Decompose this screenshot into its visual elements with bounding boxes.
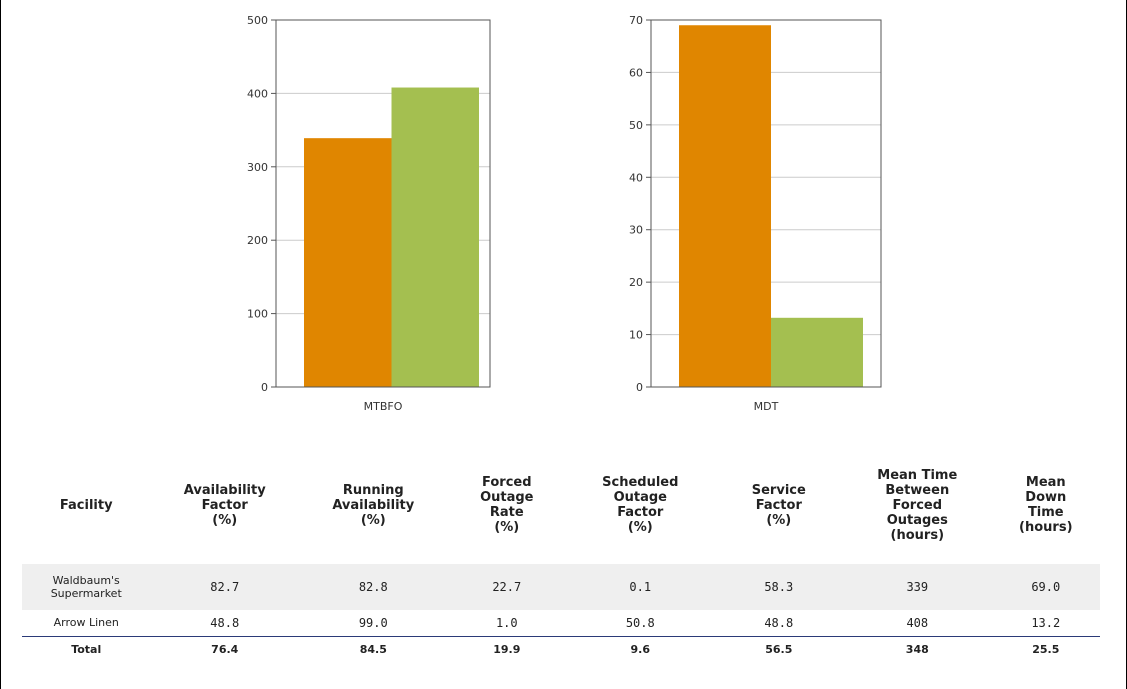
value-cell: 99.0: [299, 610, 448, 637]
mtbfo-plot-frame: [275, 19, 491, 388]
value-cell: 1.0: [447, 610, 566, 637]
header-row: Facility Availability Factor (%) Running Avai…: [22, 446, 1100, 564]
mtbfo-bar-series-1: [304, 138, 392, 387]
mtbfo-y-tick-label: 200: [247, 234, 268, 247]
mtbfo-y-tick-label: 300: [247, 161, 268, 174]
column-header: Facility: [59, 497, 113, 513]
mdt-y-tick-label: 10: [629, 329, 643, 342]
total-value-cell: 56.5: [765, 642, 793, 656]
column-header: Mean Down Time (hours): [1019, 475, 1073, 535]
mtbfo-bar-series-2: [391, 87, 479, 387]
total-label: Total: [71, 642, 102, 656]
value-cell: 48.8: [150, 610, 300, 637]
mdt-x-category-label: MDT: [754, 400, 779, 413]
mdt-bar-series-2: [771, 317, 863, 387]
total-value-cell: 19.9: [493, 642, 521, 656]
value-cell: 82.7: [210, 580, 240, 594]
facility-cell: Waldbaum's Supermarket: [50, 574, 122, 600]
value-cell: 22.7: [492, 580, 522, 594]
column-header: Scheduled Outage Factor (%): [602, 475, 679, 535]
value-cell: 50.8: [566, 610, 715, 637]
value-cell: 58.3: [764, 580, 794, 594]
mtbfo-chart: 0 100 200 300 400 500 MTBFO: [247, 14, 491, 413]
total-value-cell: 348: [905, 642, 929, 656]
total-value-cell: 9.6: [630, 642, 651, 656]
facility-cell: Arrow Linen: [22, 610, 151, 637]
column-header: Running Availability (%): [332, 482, 415, 528]
value-cell: 82.8: [358, 580, 388, 594]
mdt-y-tick-label: 0: [636, 381, 643, 394]
mtbfo-y-tick-label: 400: [247, 87, 268, 100]
value-cell: 408: [843, 610, 992, 637]
table-row: Arrow Linen 48.8 99.0 1.0 50.8 48.8 408 13.2: [22, 610, 1100, 637]
mtbfo-y-tick-label: 100: [247, 308, 268, 321]
value-cell: 0.1: [629, 580, 652, 594]
total-value-cell: 84.5: [359, 642, 387, 656]
table-header: Facility Availability Factor (%) Running Avai…: [22, 446, 1100, 564]
column-header: Service Factor (%): [751, 482, 806, 528]
mtbfo-y-tick-label: 0: [261, 381, 268, 394]
mdt-y-tick-label: 50: [629, 119, 643, 132]
mdt-y-tick-label: 40: [629, 171, 643, 184]
value-cell: 48.8: [714, 610, 844, 637]
mtbfo-x-category-label: MTBFO: [364, 400, 403, 413]
mdt-chart: 0 10 20 30 40 50 60 70 MDT: [629, 14, 882, 413]
table-row: Waldbaum's Supermarket 82.7 82.8 22.7 0.1 58.3…: [22, 564, 1100, 610]
mdt-y-tick-label: 70: [629, 14, 643, 27]
mdt-y-tick-label: 30: [629, 224, 643, 237]
column-header: Forced Outage Rate (%): [480, 475, 534, 535]
mdt-bar-series-1: [679, 25, 771, 387]
column-header: Mean Time Between Forced Outages (hours): [877, 467, 958, 543]
column-header: Availability Factor (%): [183, 482, 266, 528]
value-cell: 13.2: [991, 610, 1100, 637]
mdt-plot-frame: [650, 19, 882, 388]
total-row: Total 76.4 84.5 19.9 9.6 56.5 348 25.5: [22, 636, 1100, 662]
value-cell: 69.0: [1031, 580, 1061, 594]
table-footer: Total 76.4 84.5 19.9 9.6 56.5 348 25.5: [22, 636, 1100, 662]
mtbfo-y-tick-label: 500: [247, 14, 268, 27]
total-value-cell: 76.4: [211, 642, 239, 656]
mdt-y-tick-label: 20: [629, 276, 643, 289]
value-cell: 339: [906, 580, 929, 594]
table-body: Waldbaum's Supermarket 82.7 82.8 22.7 0.1 58.3…: [22, 564, 1100, 637]
mdt-y-tick-label: 60: [629, 66, 643, 79]
total-value-cell: 25.5: [1032, 642, 1060, 656]
reliability-table: Facility Availability Factor (%) Running Avai…: [22, 446, 1100, 662]
